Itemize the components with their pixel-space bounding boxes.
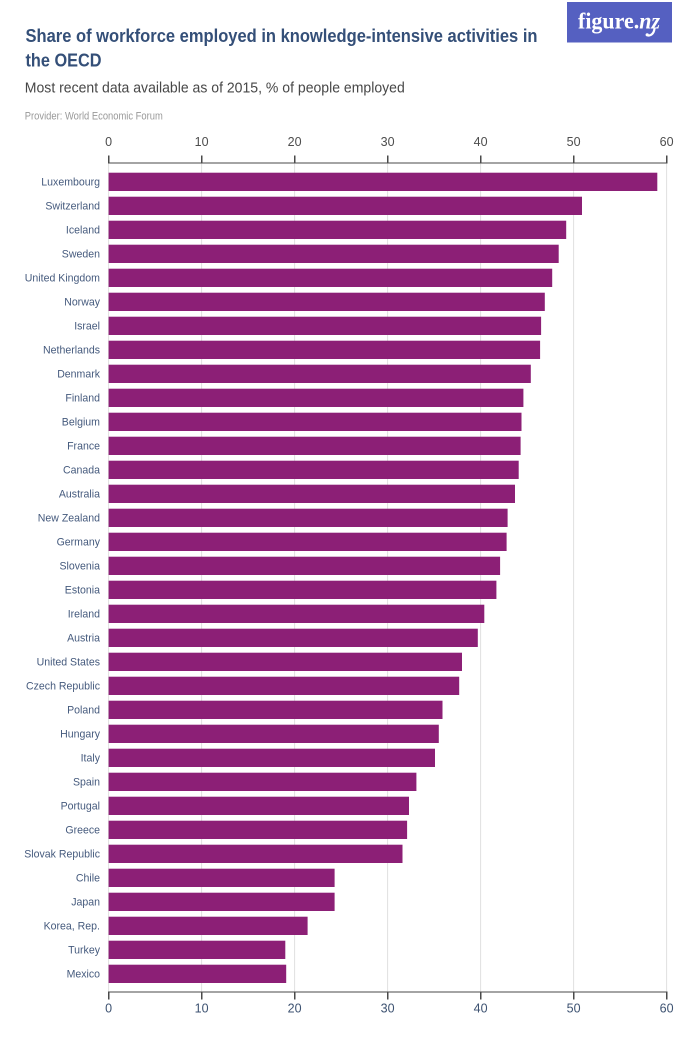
svg-text:40: 40 xyxy=(474,1002,488,1016)
svg-text:New Zealand: New Zealand xyxy=(38,512,100,524)
svg-text:United Kingdom: United Kingdom xyxy=(25,272,100,284)
svg-text:Iceland: Iceland xyxy=(66,224,100,236)
svg-text:Canada: Canada xyxy=(63,464,101,476)
svg-text:Japan: Japan xyxy=(71,896,100,908)
svg-text:France: France xyxy=(67,440,100,452)
svg-text:10: 10 xyxy=(195,1002,209,1016)
svg-text:Luxembourg: Luxembourg xyxy=(41,176,100,188)
svg-text:Korea, Rep.: Korea, Rep. xyxy=(44,920,100,932)
svg-text:Chile: Chile xyxy=(76,872,100,884)
svg-text:Norway: Norway xyxy=(64,296,100,308)
svg-text:Provider: World Economic Forum: Provider: World Economic Forum xyxy=(25,111,163,123)
svg-text:Ireland: Ireland xyxy=(68,608,100,620)
svg-text:Belgium: Belgium xyxy=(62,416,100,428)
svg-text:figure.nz: figure.nz xyxy=(578,9,660,34)
svg-text:Sweden: Sweden xyxy=(62,248,100,260)
svg-text:Spain: Spain xyxy=(73,776,100,788)
svg-text:Slovenia: Slovenia xyxy=(60,560,101,572)
svg-text:Most recent data available as: Most recent data available as of 2015, %… xyxy=(25,79,405,96)
svg-text:0: 0 xyxy=(105,135,112,149)
svg-text:20: 20 xyxy=(288,135,302,149)
svg-text:Turkey: Turkey xyxy=(68,944,100,956)
svg-text:Finland: Finland xyxy=(65,392,100,404)
svg-text:Estonia: Estonia xyxy=(65,584,101,596)
svg-text:50: 50 xyxy=(567,1002,581,1016)
svg-text:Australia: Australia xyxy=(59,488,101,500)
svg-text:40: 40 xyxy=(474,135,488,149)
svg-text:50: 50 xyxy=(567,135,581,149)
svg-text:60: 60 xyxy=(660,135,674,149)
svg-text:Israel: Israel xyxy=(74,320,100,332)
svg-text:Mexico: Mexico xyxy=(67,968,100,980)
svg-text:30: 30 xyxy=(381,135,395,149)
svg-text:20: 20 xyxy=(288,1002,302,1016)
svg-text:Switzerland: Switzerland xyxy=(45,200,100,212)
svg-text:Austria: Austria xyxy=(67,632,101,644)
svg-text:Denmark: Denmark xyxy=(57,368,100,380)
svg-text:30: 30 xyxy=(381,1002,395,1016)
svg-text:Netherlands: Netherlands xyxy=(43,344,100,356)
svg-text:United States: United States xyxy=(37,656,101,668)
svg-text:Germany: Germany xyxy=(57,536,101,548)
svg-text:Share of workforce employed in: Share of workforce employed in knowledge… xyxy=(26,26,538,46)
svg-text:Slovak Republic: Slovak Republic xyxy=(24,848,100,860)
svg-text:10: 10 xyxy=(195,135,209,149)
svg-text:the OECD: the OECD xyxy=(26,50,102,70)
svg-text:0: 0 xyxy=(105,1002,112,1016)
svg-text:Greece: Greece xyxy=(65,824,100,836)
svg-text:Portugal: Portugal xyxy=(61,800,100,812)
svg-text:Czech Republic: Czech Republic xyxy=(26,680,100,692)
svg-text:Hungary: Hungary xyxy=(60,728,100,740)
svg-text:Poland: Poland xyxy=(67,704,100,716)
svg-text:Italy: Italy xyxy=(81,752,101,764)
svg-text:60: 60 xyxy=(660,1002,674,1016)
